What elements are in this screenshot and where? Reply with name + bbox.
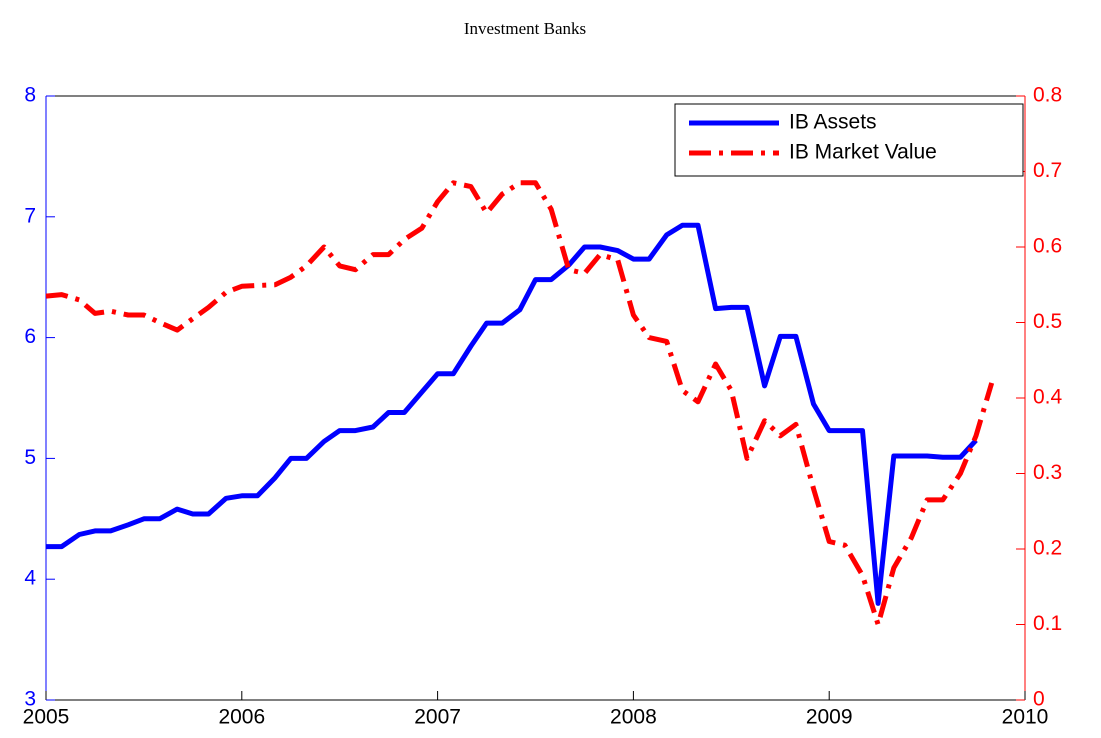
chart-title: Investment Banks xyxy=(464,19,586,38)
y-tick-label: 3 xyxy=(24,688,36,711)
y2-tick-label: 0.4 xyxy=(1033,386,1063,409)
y-tick-label: 5 xyxy=(24,446,36,469)
y2-tick-label: 0.8 xyxy=(1033,84,1062,107)
y2-tick-label: 0.7 xyxy=(1033,159,1062,182)
y2-tick-label: 0.3 xyxy=(1033,461,1062,484)
y-tick-label: 7 xyxy=(24,204,36,227)
legend-box xyxy=(674,103,1024,177)
x-tick-label: 2007 xyxy=(414,706,461,729)
x-tick-label: 2009 xyxy=(806,706,853,729)
legend-label: IB Market Value xyxy=(789,141,937,164)
y2-tick-label: 0.5 xyxy=(1033,310,1062,333)
y-tick-label: 4 xyxy=(24,567,36,590)
y2-tick-label: 0 xyxy=(1033,688,1045,711)
y-tick-label: 6 xyxy=(24,325,36,348)
x-tick-label: 2010 xyxy=(1002,706,1049,729)
y2-tick-label: 0.6 xyxy=(1033,235,1062,258)
y2-tick-label: 0.1 xyxy=(1033,612,1062,635)
x-tick-label: 2008 xyxy=(610,706,657,729)
x-tick-label: 2006 xyxy=(218,706,265,729)
series-line xyxy=(45,180,995,627)
series-line xyxy=(46,222,978,606)
y-tick-label: 8 xyxy=(24,84,36,107)
legend-label: IB Assets xyxy=(789,111,877,134)
y2-tick-label: 0.2 xyxy=(1033,537,1062,560)
x-tick-label: 2005 xyxy=(23,706,70,729)
